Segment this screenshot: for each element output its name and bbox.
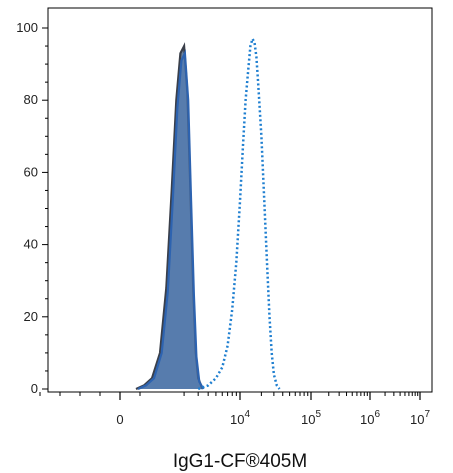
x-tick-label-7: 107 bbox=[410, 409, 430, 427]
plot-border bbox=[47, 7, 433, 393]
x-tick-label-5: 105 bbox=[301, 409, 321, 427]
series-2-line bbox=[197, 35, 281, 391]
y-tick-label-40: 40 bbox=[24, 237, 38, 252]
y-tick-label-80: 80 bbox=[24, 92, 38, 107]
y-tick-label-20: 20 bbox=[24, 309, 38, 324]
x-tick-label-4: 104 bbox=[230, 409, 250, 427]
x-axis-title: IgG1-CF®405M bbox=[173, 451, 307, 472]
y-tick-label-0: 0 bbox=[31, 381, 38, 396]
y-tick-label-60: 60 bbox=[24, 164, 38, 179]
series-1-line bbox=[137, 49, 205, 391]
x-axis: 0 104 105 106 107 bbox=[39, 392, 430, 427]
y-tick-label-100: 100 bbox=[16, 20, 38, 35]
series-1-fill bbox=[138, 53, 204, 390]
series-layer bbox=[135, 35, 281, 391]
x-tick-label-0: 0 bbox=[116, 412, 123, 427]
x-tick-label-6: 106 bbox=[360, 409, 380, 427]
y-axis: 0 20 40 60 80 100 bbox=[16, 20, 48, 396]
plot-frame bbox=[47, 7, 433, 393]
